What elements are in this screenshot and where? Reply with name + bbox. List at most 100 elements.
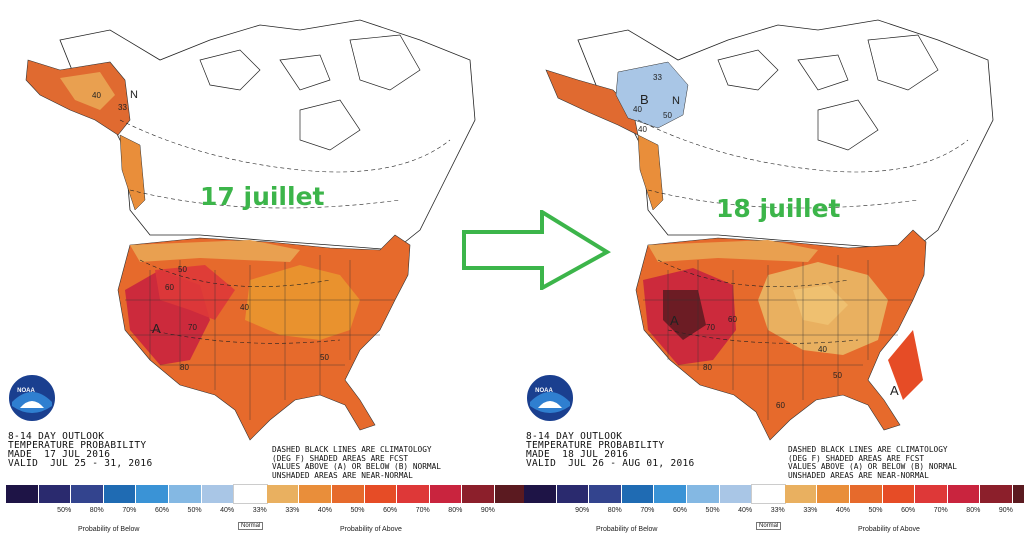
- info-line: 8-14 DAY OUTLOOK: [8, 431, 105, 442]
- map-note: DASHED BLACK LINES ARE CLIMATOLOGY (DEG …: [272, 445, 441, 480]
- legend-swatch: [915, 485, 948, 503]
- legend-percent: 90%: [480, 507, 495, 514]
- legend-percent: 50%: [868, 507, 883, 514]
- outlook-map-jul-17: N A 40 33 50 60 70 40 80 50 17 juillet N…: [0, 0, 528, 550]
- legend-swatch: [462, 485, 495, 503]
- legend-swatch: [556, 485, 590, 503]
- map-number: 40: [240, 303, 249, 312]
- legend-percent: 90%: [998, 507, 1013, 514]
- legend-swatch: [784, 485, 818, 503]
- legend-swatch: [751, 484, 786, 504]
- note-line: VALUES ABOVE (A) OR BELOW (B) NORMAL: [788, 462, 957, 471]
- alaska-below-region: [615, 61, 689, 129]
- legend-swatch: [654, 485, 687, 503]
- legend-swatch: [882, 485, 916, 503]
- noaa-logo-text: NOAA: [535, 388, 553, 394]
- note-line: (DEG F) SHADED AREAS ARE FCST: [272, 453, 409, 463]
- map-number: 80: [703, 363, 712, 372]
- probability-legend: [524, 484, 1024, 504]
- map-number: 40: [638, 125, 647, 134]
- legend-swatch: [947, 485, 981, 503]
- note-line: UNSHADED AREAS ARE NEAR-NORMAL: [272, 470, 413, 480]
- legend-percent: 40%: [317, 507, 332, 514]
- map-number: 60: [728, 315, 737, 324]
- legend-swatch: [589, 485, 622, 503]
- map-number: 40: [633, 105, 642, 114]
- legend-swatch: [1012, 485, 1024, 503]
- legend-percent: 60%: [901, 507, 916, 514]
- legend-percent: 33%: [285, 507, 300, 514]
- legend-percent: 50%: [57, 507, 72, 514]
- legend-percent: 70%: [415, 507, 430, 514]
- legend-swatch: [621, 485, 655, 503]
- map-letter-a: A: [670, 313, 679, 328]
- legend-swatch: [364, 485, 398, 503]
- legend-swatch: [71, 485, 104, 503]
- legend-below-label: Probability of Below: [596, 526, 658, 533]
- legend-percent: 40%: [220, 507, 235, 514]
- outlook-info: 8-14 DAY OUTLOOK TEMPERATURE PROBABILITY…: [526, 432, 695, 469]
- legend-swatch: [6, 485, 39, 503]
- info-line: MADE 17 JUL 2016: [8, 449, 111, 460]
- legend-percent: 70%: [122, 507, 137, 514]
- info-line: VALID JUL 25 - 31, 2016: [8, 458, 153, 469]
- legend-swatch: [429, 485, 463, 503]
- legend-below-label: Probability of Below: [78, 526, 140, 533]
- legend-percents: 90% 80% 70% 60% 50% 40% 33% 33% 40% 50% 60% 70% 80% 9…: [524, 507, 1024, 514]
- legend-percent: [6, 507, 39, 514]
- noaa-logo: [7, 373, 57, 423]
- info-line: VALID JUL 26 - AUG 01, 2016: [526, 458, 695, 469]
- map-letter-a: A: [890, 383, 899, 398]
- info-line: MADE 18 JUL 2016: [526, 449, 629, 460]
- legend-percent: 90%: [575, 507, 590, 514]
- note-line: (DEG F) SHADED AREAS ARE FCST: [788, 453, 925, 463]
- legend-swatch: [168, 485, 202, 503]
- legend-percent: 80%: [448, 507, 463, 514]
- legend-percent: 40%: [835, 507, 850, 514]
- legend-percent: 60%: [383, 507, 398, 514]
- map-number: 80: [180, 363, 189, 372]
- map-number: 70: [706, 323, 715, 332]
- north-america-map: N A 40 33 50 60 70 40 80 50: [25, 19, 476, 441]
- legend-swatch: [233, 484, 268, 504]
- map-number: 50: [178, 265, 187, 274]
- legend-percent: 50%: [705, 507, 720, 514]
- legend-normal-label: Normal: [238, 522, 264, 530]
- legend-percent: 33%: [770, 507, 785, 514]
- map-letter-n: N: [672, 95, 680, 107]
- note-line: DASHED BLACK LINES ARE CLIMATOLOGY: [788, 445, 948, 454]
- legend-percent: 80%: [89, 507, 104, 514]
- date-label: 17 juillet: [200, 182, 325, 211]
- legend-swatch: [980, 485, 1013, 503]
- map-number: 40: [92, 91, 101, 100]
- legend-swatch: [103, 485, 137, 503]
- map-number: 50: [833, 371, 842, 380]
- legend-swatch: [136, 485, 169, 503]
- legend-percent: 60%: [154, 507, 169, 514]
- map-letter-b: B: [640, 92, 649, 107]
- legend-percent: [1013, 507, 1024, 514]
- note-line: VALUES ABOVE (A) OR BELOW (B) NORMAL: [272, 462, 441, 471]
- note-line: UNSHADED AREAS ARE NEAR-NORMAL: [788, 470, 929, 480]
- arrow-right-icon: [462, 210, 611, 290]
- legend-percent: 70%: [640, 507, 655, 514]
- map-letter-n: N: [130, 89, 138, 101]
- legend-swatch: [201, 485, 235, 503]
- map-letter-a: A: [152, 321, 161, 336]
- legend-above-label: Probability of Above: [858, 526, 920, 533]
- legend-normal-label: Normal: [756, 522, 782, 530]
- map-number: 70: [188, 323, 197, 332]
- legend-percents: 50% 80% 70% 60% 50% 40% 33% 33% 40% 50% 60% 70% 80% 9…: [6, 507, 528, 514]
- date-label: 18 juillet: [716, 194, 841, 223]
- map-number: 50: [663, 111, 672, 120]
- legend-percent: 50%: [350, 507, 365, 514]
- outlook-info: 8-14 DAY OUTLOOK TEMPERATURE PROBABILITY…: [8, 431, 153, 469]
- legend-percent: 80%: [607, 507, 622, 514]
- map-number: 60: [165, 283, 174, 292]
- legend-percent: 33%: [803, 507, 818, 514]
- map-number: 40: [818, 345, 827, 354]
- legend-swatch: [397, 485, 430, 503]
- legend-swatch: [849, 485, 883, 503]
- legend-above-label: Probability of Above: [340, 526, 402, 533]
- note-line: DASHED BLACK LINES ARE CLIMATOLOGY: [272, 445, 432, 454]
